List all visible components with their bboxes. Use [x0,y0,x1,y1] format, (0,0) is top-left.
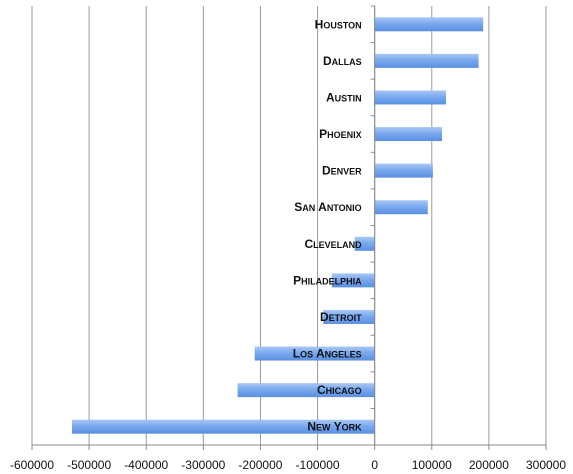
bar-cleveland [354,236,375,251]
x-tick-label-1: -500000 [67,458,111,472]
bar-detroit [323,309,375,324]
gridlines [31,6,547,445]
category-label-cleveland: CLEVELAND [304,237,362,251]
category-label-denver: DENVER [322,164,362,178]
bar-new-york [71,419,375,434]
category-label-phoenix: PHOENIX [319,127,362,141]
category-label-chicago: CHICAGO [317,383,362,397]
bar-dallas [374,53,479,68]
x-tick-label-5: -100000 [296,458,340,472]
category-label-san-antonio: SAN ANTONIO [294,200,361,214]
bar-chicago [237,383,375,398]
category-label-austin: AUSTIN [326,90,362,104]
category-label-new-york: NEW YORK [307,420,362,434]
category-label-dallas: DALLAS [323,54,362,68]
x-tick-label-9: 300000 [526,458,566,472]
bar-austin [374,90,447,105]
x-tick-label-8: 200000 [469,458,509,472]
bars [71,17,484,434]
bar-phoenix [374,127,443,142]
bar-los-angeles [254,346,375,361]
category-label-houston: HOUSTON [315,17,362,31]
x-tick-label-6: 0 [371,458,378,472]
category-label-detroit: DETROIT [320,310,362,324]
axes [31,5,547,450]
bar-philadelphia [331,273,375,288]
x-tick-label-2: -400000 [124,458,168,472]
bar-san-antonio [374,200,428,215]
x-tick-label-7: 100000 [412,458,452,472]
x-tick-labels: -600000 -500000 -400000 -300000 -200000 -1000… [10,458,566,472]
bar-denver [374,163,433,178]
category-label-los-angeles: LOS ANGELES [293,347,362,361]
bar-houston [374,17,484,32]
x-tick-label-3: -300000 [181,458,225,472]
category-labels: HOUSTON DALLAS AUSTIN PHOENIX DENVER SAN ANTO… [293,17,362,433]
x-tick-label-0: -600000 [10,458,54,472]
x-tick-label-4: -200000 [238,458,282,472]
category-label-philadelphia: PHILADELPHIA [293,273,362,287]
